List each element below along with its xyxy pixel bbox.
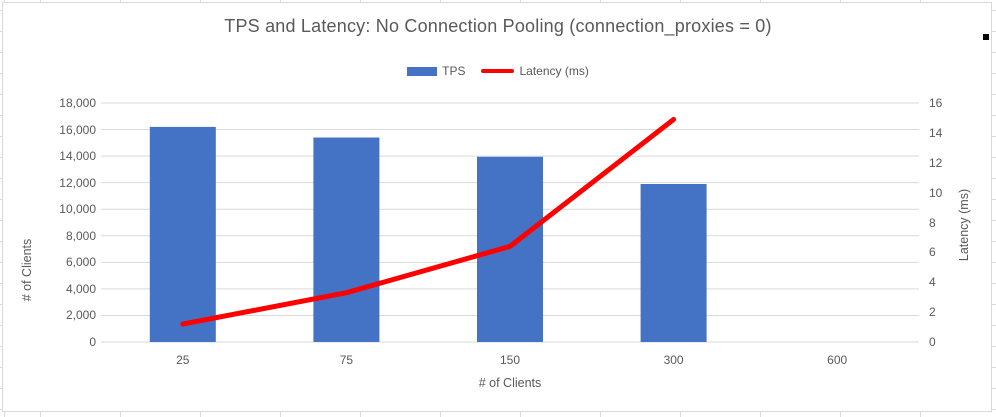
y-tick-label-left: 8,000 <box>65 228 96 243</box>
latency-line[interactable] <box>180 116 677 327</box>
y-tick-label-right: 12 <box>929 155 943 170</box>
tps-bar[interactable] <box>477 156 543 342</box>
y-tick-label-right: 4 <box>929 275 936 290</box>
y-tick-label-right: 14 <box>929 125 943 140</box>
y-axis-left-title: # of Clients <box>20 238 34 302</box>
y-tick-label-right: 8 <box>929 215 936 230</box>
y-axis-right-title: Latency (ms) <box>957 188 971 262</box>
chart-title: TPS and Latency: No Connection Pooling (… <box>224 16 772 36</box>
legend-item-tps[interactable]: TPS <box>407 64 465 78</box>
y-tick-label-right: 16 <box>929 96 943 110</box>
y-tick-label-left: 0 <box>89 335 96 349</box>
line-swatch-icon <box>481 69 515 73</box>
chart-panel[interactable]: TPS and Latency: No Connection Pooling (… <box>2 2 992 412</box>
x-tick-label: 300 <box>663 353 684 367</box>
y-tick-label-left: 18,000 <box>59 96 96 110</box>
x-tick-label: 150 <box>499 353 521 367</box>
x-tick-label: 600 <box>827 353 848 367</box>
y-tick-label-left: 10,000 <box>59 202 96 217</box>
y-tick-label-left: 12,000 <box>59 175 96 190</box>
legend-item-latency[interactable]: Latency (ms) <box>481 64 589 78</box>
x-tick-label: 25 <box>176 353 190 367</box>
bar-swatch-icon <box>407 66 438 76</box>
legend: TPS Latency (ms) <box>3 62 993 80</box>
x-axis-title: # of Clients <box>478 376 542 390</box>
legend-label-tps: TPS <box>442 64 466 78</box>
y-tick-label-right: 6 <box>929 245 936 260</box>
y-tick-label-right: 2 <box>929 305 936 320</box>
y-tick-label-left: 4,000 <box>65 281 96 296</box>
tps-bar[interactable] <box>640 183 707 342</box>
tps-bar[interactable] <box>313 137 380 342</box>
selection-handle[interactable] <box>983 34 989 40</box>
tps-bar[interactable] <box>149 126 216 343</box>
y-tick-label-left: 6,000 <box>65 255 96 270</box>
x-tick-label: 75 <box>339 353 354 367</box>
y-tick-label-left: 16,000 <box>59 122 96 137</box>
legend-label-latency: Latency (ms) <box>519 64 589 78</box>
plot-area <box>101 102 919 343</box>
y-tick-label-left: 2,000 <box>65 308 96 323</box>
y-tick-label-left: 14,000 <box>59 149 96 164</box>
y-tick-label-right: 10 <box>929 185 943 200</box>
y-tick-label-right: 0 <box>929 335 936 349</box>
